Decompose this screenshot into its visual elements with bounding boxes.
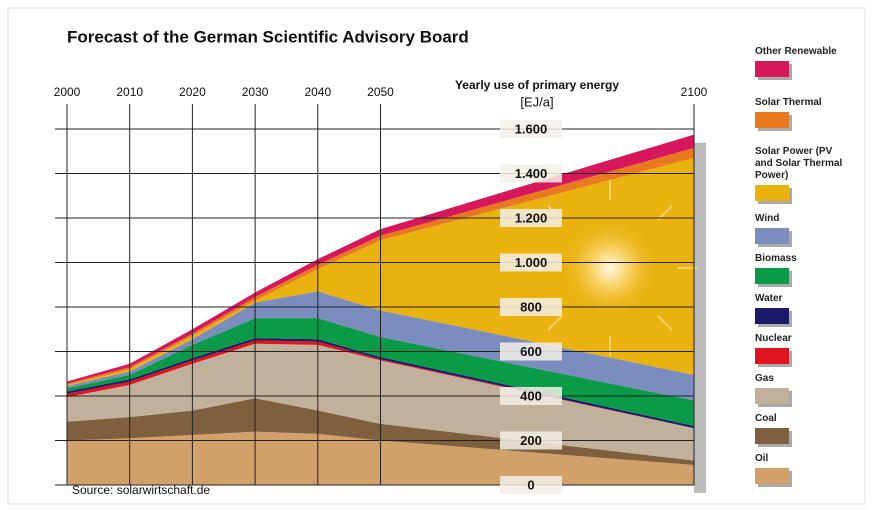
legend-label: Gas bbox=[755, 373, 774, 384]
legend-label: Solar Thermal bbox=[755, 97, 822, 108]
legend-label: Water bbox=[755, 293, 783, 304]
legend-label: Coal bbox=[755, 413, 777, 424]
y-tick-label: 1.600 bbox=[515, 121, 548, 136]
legend-entry: Coal bbox=[755, 413, 865, 444]
y-tick-label: 400 bbox=[520, 388, 542, 403]
chart-title: Forecast of the German Scientific Adviso… bbox=[67, 27, 469, 46]
y-axis-title: Yearly use of primary energy bbox=[455, 78, 619, 92]
legend-entry: Biomass bbox=[755, 253, 865, 284]
y-tick-box bbox=[500, 164, 562, 183]
legend-label: Oil bbox=[755, 453, 769, 464]
area bbox=[67, 134, 694, 384]
y-axis-unit: [EJ/a] bbox=[520, 94, 553, 109]
legend-swatch bbox=[755, 388, 789, 404]
area bbox=[67, 147, 694, 385]
legend-label: Biomass bbox=[755, 253, 797, 264]
x-tick-label: 2000 bbox=[54, 85, 81, 99]
legend-entry: Nuclear bbox=[755, 333, 865, 364]
y-tick-box bbox=[500, 209, 562, 227]
legend-swatch bbox=[755, 112, 789, 128]
legend-label: Other Renewable bbox=[755, 46, 837, 57]
legend-swatch bbox=[755, 428, 789, 444]
x-tick-label: 2010 bbox=[116, 85, 143, 99]
y-tick-label: 0 bbox=[527, 477, 534, 492]
legend-swatch bbox=[755, 348, 789, 364]
x-tick-label: 2020 bbox=[179, 85, 206, 99]
x-tick-label: 2040 bbox=[304, 85, 331, 99]
frame bbox=[7, 7, 866, 505]
source: Source: solarwirtschaft.de bbox=[72, 483, 210, 497]
y-tick-box bbox=[500, 431, 562, 450]
y-tick-box bbox=[500, 387, 562, 405]
y-tick-box bbox=[500, 342, 562, 361]
x-tick-label: 2100 bbox=[681, 85, 708, 99]
overlay: 2000 2010 2020 2030 2040 2050 2100 0 200 400 600 80… bbox=[54, 85, 708, 494]
y-tick-label: 800 bbox=[520, 299, 542, 314]
y-tick-label: 600 bbox=[520, 344, 542, 359]
legend-entry: Solar Thermal bbox=[755, 97, 865, 128]
legend-entry: Gas bbox=[755, 373, 865, 404]
legend-entry: Other Renewable bbox=[755, 46, 865, 77]
legend-swatch bbox=[755, 468, 789, 484]
legend-entry: Water bbox=[755, 293, 865, 324]
y-tick-label: 1.400 bbox=[515, 166, 548, 181]
legend-swatch bbox=[755, 61, 789, 77]
y-tick-label: 200 bbox=[520, 433, 542, 448]
y-tick-box bbox=[500, 120, 562, 138]
legend-swatch bbox=[755, 185, 789, 201]
legend-swatch bbox=[755, 228, 789, 244]
y-tick-label: 1.000 bbox=[515, 255, 548, 270]
legend-entry: Solar Power (PV and Solar Thermal Power) bbox=[755, 146, 865, 201]
x-tick-label: 2050 bbox=[367, 85, 394, 99]
legend-entry: Oil bbox=[755, 453, 865, 484]
legend-label: Solar Power (PV and Solar Thermal Power) bbox=[755, 146, 843, 181]
legend-label: Nuclear bbox=[755, 333, 792, 344]
y-tick-label: 1.200 bbox=[515, 210, 548, 225]
area bbox=[67, 318, 694, 427]
legend-entry: Wind bbox=[755, 213, 865, 244]
shadow bbox=[694, 142, 706, 493]
legend-label: Wind bbox=[755, 213, 780, 224]
y-tick-box bbox=[500, 298, 562, 316]
legend-swatch bbox=[755, 268, 789, 284]
y-tick-box bbox=[500, 476, 562, 494]
y-tick-box bbox=[500, 253, 562, 272]
legend-swatch bbox=[755, 308, 789, 324]
x-tick-label: 2030 bbox=[242, 85, 269, 99]
